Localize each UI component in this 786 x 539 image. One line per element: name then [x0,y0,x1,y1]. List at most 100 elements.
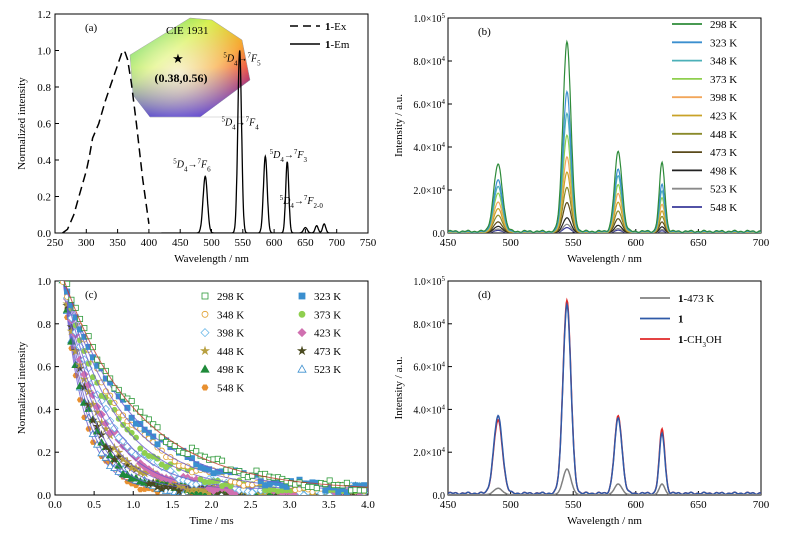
c-data-point [107,375,114,382]
a-x-tick-label: 500 [203,237,220,249]
c-data-point [188,444,195,451]
c-data-point [298,292,306,300]
b-legend-label: 548 K [710,202,737,214]
c-data-point [59,273,66,280]
d-x-tick-label: 650 [690,499,707,511]
c-data-point [152,482,163,492]
c-data-point [60,273,65,278]
a-transition-label-part-4: 7 [197,157,201,165]
a-x-tick-label: 250 [47,237,64,249]
d-legend-label: 1-CH3OH [678,334,722,349]
c-data-point [118,436,128,446]
d-y-axis-label: Intensity / a.u. [393,356,405,419]
c-x-axis-label: Time / ms [189,515,233,527]
a-transition-label-part-6: 4 [255,123,259,131]
b-y-tick-label: 8.0×104 [413,55,445,68]
d-series-line [448,297,761,495]
c-data-point [248,488,257,495]
c-x-tick-label: 3.0 [283,499,297,511]
a-cie-inset: CIE 1931 ★ (0.38,0.56) [129,17,251,118]
c-data-point [110,424,119,433]
d-y-tick-label: 1.0×105 [413,275,445,288]
a-transition-label-part-3: → [284,150,294,161]
a-panel-label: (a) [85,22,98,34]
b-x-tick-label: 700 [753,237,770,249]
c-y-tick-label: 0.8 [37,319,51,331]
c-x-tick-label: 4.0 [361,499,375,511]
a-transition-label-part-5: F [200,159,208,170]
c-x-tick-label: 1.5 [166,499,180,511]
c-x-tick-label: 0.5 [87,499,101,511]
a-x-tick-label: 450 [172,237,189,249]
c-legend-label: 373 K [314,309,341,321]
c-data-point [296,345,308,356]
c-data-point [299,491,308,495]
d-legend-label: 1 [678,314,684,326]
c-legend-label: 398 K [217,328,244,340]
a-transition-label-part-3: → [236,117,246,128]
a-transition-label-part-5: F [248,117,256,128]
c-data-point [93,402,102,412]
d-legend-label: 1-473 K [678,293,714,305]
d-y-tick-label-part-1: 4 [442,318,446,326]
a-legend-label: 1-Ex [325,21,347,33]
c-data-point [145,416,152,423]
b-legend-label: 523 K [710,184,737,196]
d-x-tick-label: 600 [628,499,645,511]
c-data-point [322,487,329,494]
c-data-point [313,485,320,492]
c-series [59,273,368,495]
c-data-point [128,398,135,405]
b-x-tick-label: 500 [502,237,519,249]
a-transition-label-part-2: 4 [290,202,294,210]
c-data-point [325,491,334,495]
c-x-tick-label: 0.0 [48,499,62,511]
c-data-point [141,450,148,457]
b-legend-label: 398 K [710,92,737,104]
c-data-point [118,454,128,464]
a-legend-label-part-0: 1 [325,21,331,33]
d-y-tick-label-part-0: 6.0×10 [413,363,441,374]
b-legend-label: 448 K [710,129,737,141]
a-cie-coordinate: (0.38,0.56) [155,71,208,85]
b-y-tick-label: 0.0 [433,229,446,240]
d-y-tick-label-part-0: 0.0 [433,491,446,502]
panel-d: 450 500 550 600 650 7000.02.0×1044.0×1046.0×1… [393,275,770,527]
d-y-tick-label: 8.0×104 [413,318,445,331]
a-x-axis-label: Wavelength / nm [174,253,249,265]
b-y-tick-label-part-0: 6.0×10 [413,100,441,111]
c-data-point [137,445,144,452]
d-x-tick-label: 700 [753,499,770,511]
a-x-tick-label: 650 [297,237,314,249]
b-legend-label: 498 K [710,165,737,177]
a-y-axis-label: Normalized intensity [16,77,28,170]
c-series [62,281,368,495]
a-transition-label-part-3: → [187,159,197,170]
b-y-tick-label-part-0: 0.0 [433,229,446,240]
c-data-point [200,364,210,373]
a-x-tick-label: 350 [109,237,126,249]
d-y-tick-label-part-1: 4 [442,361,446,369]
a-transition-label-part-6: 5 [257,59,261,67]
a-y-tick-label: 0.0 [37,228,51,240]
a-transition-label: 5D4→7F6 [173,157,211,173]
a-transition-label-part-5: F [306,196,314,207]
a-x-tick-label: 400 [141,237,158,249]
c-data-point [298,310,306,318]
b-y-tick-label-part-1: 4 [442,141,446,149]
d-y-tick-label-part-0: 8.0×10 [413,320,441,331]
c-data-point [199,345,211,356]
c-x-tick-label: 2.0 [205,499,219,511]
c-data-point [150,433,157,440]
b-y-tick-label-part-0: 8.0×10 [413,57,441,68]
c-data-point [124,418,131,425]
d-x-tick-label: 450 [440,499,457,511]
c-data-point [219,457,226,464]
c-data-point [297,364,307,373]
a-x-tick-label: 550 [235,237,252,249]
d-y-tick-label-part-0: 1.0×10 [413,277,441,288]
b-y-tick-label: 4.0×104 [413,141,445,154]
d-plot-frame [447,280,762,496]
c-y-tick-label: 0.6 [37,362,51,374]
